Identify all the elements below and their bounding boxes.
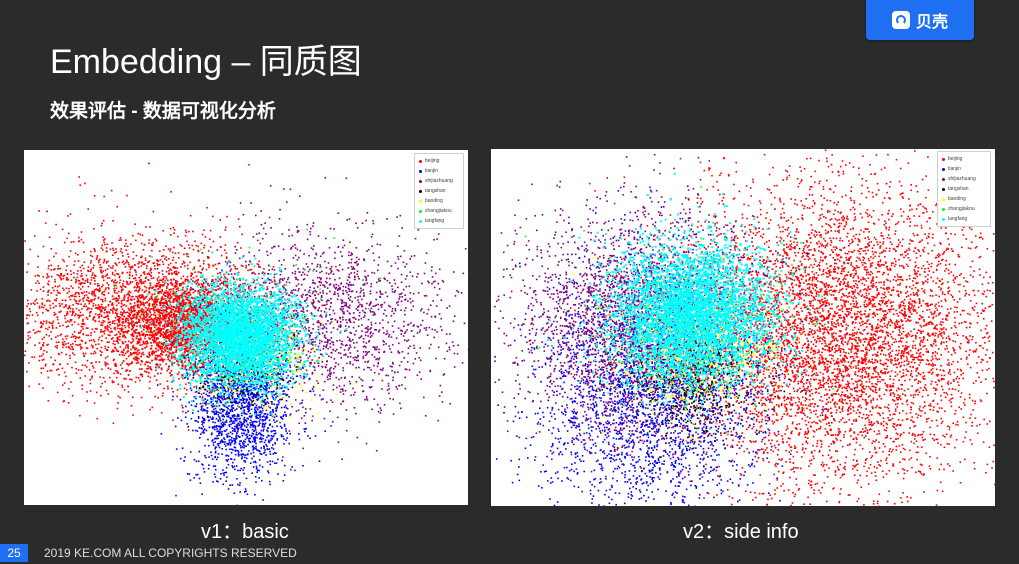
legend-marker: [942, 157, 945, 161]
legend-label: shijiazhuang: [948, 174, 976, 184]
legend-item-tangshan: tangshan: [942, 184, 986, 194]
legend-label: baoding: [948, 194, 966, 204]
legend-label: beijing: [425, 156, 439, 166]
legend-label: baoding: [425, 196, 443, 206]
legend-marker: [419, 189, 422, 193]
copyright-text: 2019 KE.COM ALL COPYRIGHTS RESERVED: [44, 546, 297, 560]
legend-label: beijing: [948, 154, 962, 164]
legend-label: tangshan: [948, 184, 969, 194]
legend-item-tianjin: tianjin: [942, 164, 986, 174]
legend-item-beijing: beijing: [419, 156, 459, 166]
legend-marker: [419, 159, 422, 163]
legend-item-beijing: beijing: [942, 154, 986, 164]
scatter-plot-v2: beijing tianjin shijiazhuang tangshan baodin…: [491, 149, 995, 506]
legend-item-tianjin: tianjin: [419, 166, 459, 176]
legend-marker: [419, 219, 422, 223]
scatter-plot-v1: beijing tianjin shijiazhuang tangshan baodin…: [24, 150, 468, 505]
legend-item-zhangjiakou: zhangjiakou: [942, 204, 986, 214]
cluster-tianjin: [494, 189, 856, 506]
caption-v1: v1：basic: [201, 515, 289, 544]
legend-item-langfang: langfang: [419, 216, 459, 226]
legend-item-tangshan: tangshan: [419, 186, 459, 196]
legend-item-baoding: baoding: [419, 196, 459, 206]
legend-marker: [419, 169, 422, 173]
legend-label: shijiazhuang: [425, 176, 453, 186]
legend-item-baoding: baoding: [942, 194, 986, 204]
legend-item-shijiazhuang: shijiazhuang: [419, 176, 459, 186]
cluster-langfang: [132, 251, 348, 416]
legend-marker: [942, 187, 945, 191]
legend-item-langfang: langfang: [942, 214, 986, 224]
brand-logo: 贝壳: [866, 0, 974, 40]
legend-marker: [419, 179, 422, 183]
caption-v2: v2：side info: [683, 515, 799, 544]
legend-label: tianjin: [425, 166, 438, 176]
plot-legend-v2: beijing tianjin shijiazhuang tangshan baodin…: [937, 151, 991, 227]
legend-marker: [942, 217, 945, 221]
legend-marker: [942, 177, 945, 181]
plot-legend-v1: beijing tianjin shijiazhuang tangshan baodin…: [414, 153, 464, 229]
legend-label: langfang: [948, 214, 967, 224]
scatter-plot-v1-canvas: [24, 162, 468, 505]
legend-marker: [419, 209, 422, 213]
legend-marker: [419, 199, 422, 203]
slide-subtitle: 效果评估 - 数据可视化分析: [50, 96, 276, 123]
legend-marker: [942, 167, 945, 171]
slide-footer: 25 2019 KE.COM ALL COPYRIGHTS RESERVED: [0, 544, 1019, 564]
legend-marker: [942, 207, 945, 211]
legend-label: langfang: [425, 216, 444, 226]
legend-item-zhangjiakou: zhangjiakou: [419, 206, 459, 216]
scatter-plot-v2-canvas: [494, 149, 995, 506]
legend-label: zhangjiakou: [425, 206, 452, 216]
page-number: 25: [0, 544, 28, 562]
legend-marker: [942, 197, 945, 201]
ke-logo-icon: [891, 11, 910, 29]
cluster-langfang: [546, 172, 827, 430]
legend-label: tianjin: [948, 164, 961, 174]
slide-title: Embedding – 同质图: [50, 34, 362, 83]
legend-item-shijiazhuang: shijiazhuang: [942, 174, 986, 184]
legend-label: tangshan: [425, 186, 446, 196]
logo-text: 贝壳: [916, 8, 948, 32]
legend-label: zhangjiakou: [948, 204, 975, 214]
